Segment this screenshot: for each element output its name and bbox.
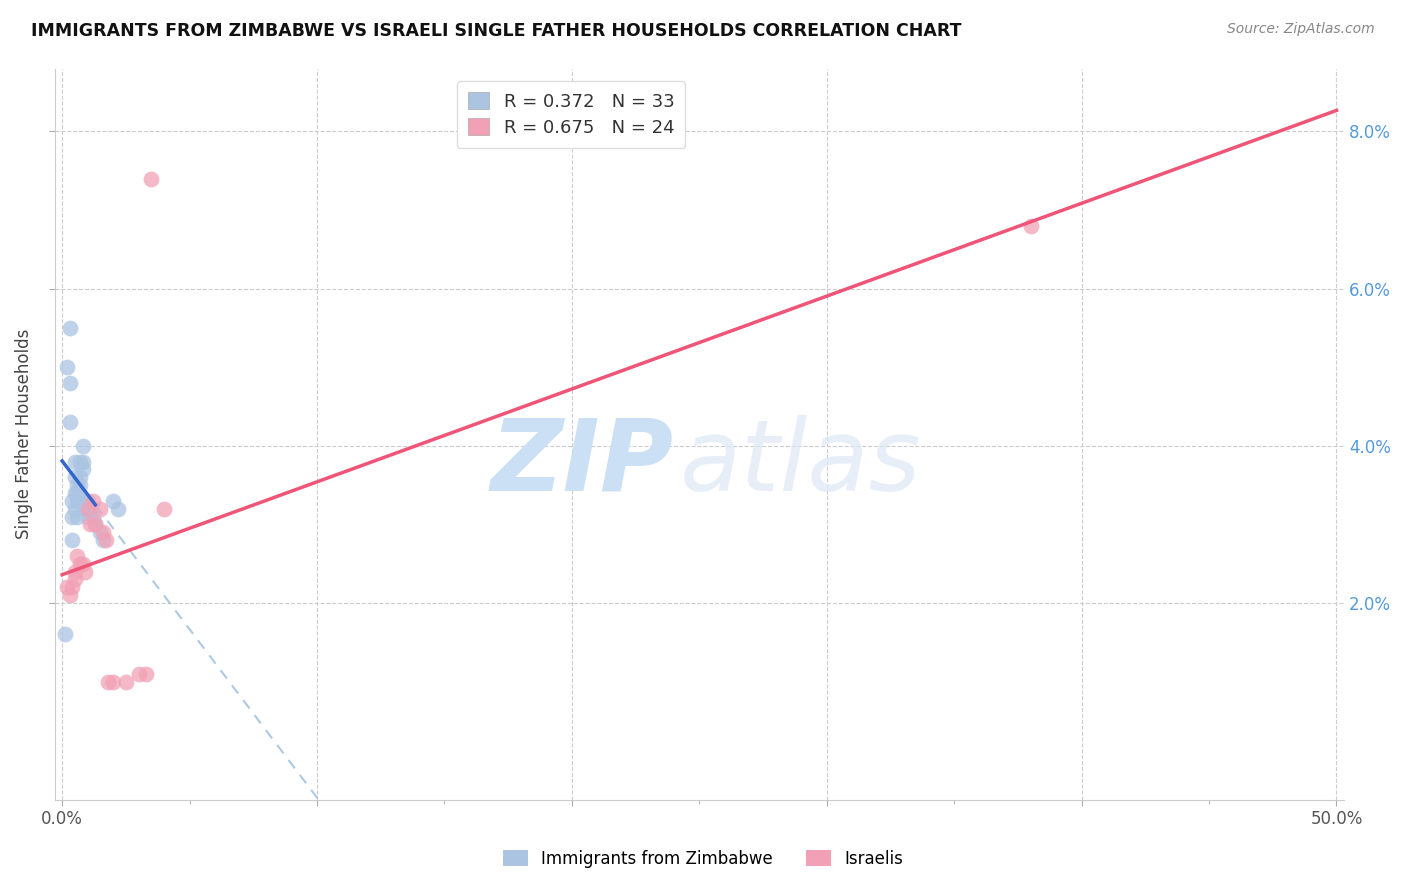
Point	[53, 627, 76, 641]
Point	[59, 415, 82, 429]
Point	[60, 580, 83, 594]
Point	[66, 549, 89, 563]
Point	[63, 454, 86, 468]
Point	[59, 321, 82, 335]
Point	[101, 493, 124, 508]
Point	[91, 525, 114, 540]
Point	[72, 462, 94, 476]
Point	[76, 493, 98, 508]
Point	[63, 470, 86, 484]
Point	[94, 533, 117, 548]
Text: atlas: atlas	[681, 415, 921, 512]
Point	[56, 360, 79, 375]
Point	[75, 501, 97, 516]
Y-axis label: Single Father Households: Single Father Households	[15, 329, 32, 539]
Point	[60, 533, 83, 548]
Point	[75, 493, 97, 508]
Text: IMMIGRANTS FROM ZIMBABWE VS ISRAELI SINGLE FATHER HOUSEHOLDS CORRELATION CHART: IMMIGRANTS FROM ZIMBABWE VS ISRAELI SING…	[31, 22, 962, 40]
Point	[82, 493, 104, 508]
Point	[63, 486, 86, 500]
Point	[84, 517, 107, 532]
Point	[79, 501, 101, 516]
Legend: R = 0.372   N = 33, R = 0.675   N = 24: R = 0.372 N = 33, R = 0.675 N = 24	[457, 81, 685, 148]
Point	[115, 674, 138, 689]
Point	[66, 478, 89, 492]
Point	[89, 501, 111, 516]
Point	[60, 509, 83, 524]
Point	[135, 666, 157, 681]
Point	[84, 517, 107, 532]
Point	[56, 580, 79, 594]
Point	[76, 501, 98, 516]
Point	[60, 493, 83, 508]
Legend: Immigrants from Zimbabwe, Israelis: Immigrants from Zimbabwe, Israelis	[496, 844, 910, 875]
Point	[91, 533, 114, 548]
Point	[76, 509, 98, 524]
Point	[153, 501, 176, 516]
Point	[66, 486, 89, 500]
Point	[69, 454, 91, 468]
Point	[101, 674, 124, 689]
Point	[89, 525, 111, 540]
Point	[69, 470, 91, 484]
Point	[128, 666, 150, 681]
Point	[63, 501, 86, 516]
Point	[82, 509, 104, 524]
Point	[72, 454, 94, 468]
Point	[69, 557, 91, 571]
Point	[107, 501, 129, 516]
Point	[1019, 219, 1042, 233]
Point	[66, 493, 89, 508]
Point	[141, 171, 163, 186]
Point	[69, 478, 91, 492]
Point	[63, 565, 86, 579]
Point	[63, 573, 86, 587]
Point	[75, 565, 97, 579]
Text: Source: ZipAtlas.com: Source: ZipAtlas.com	[1227, 22, 1375, 37]
Point	[66, 509, 89, 524]
Point	[72, 439, 94, 453]
Point	[59, 376, 82, 390]
Point	[97, 674, 120, 689]
Point	[79, 517, 101, 532]
Point	[72, 557, 94, 571]
Text: ZIP: ZIP	[491, 415, 673, 512]
Point	[59, 588, 82, 602]
